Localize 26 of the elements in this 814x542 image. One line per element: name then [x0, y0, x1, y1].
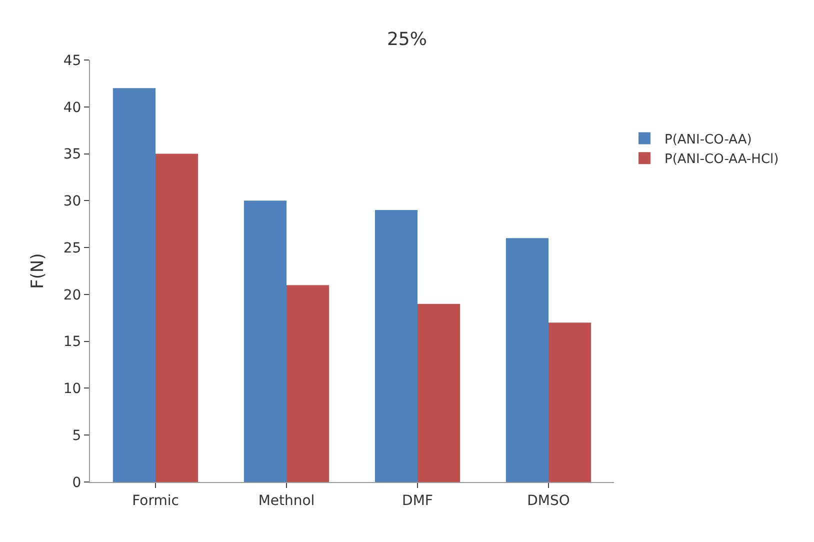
x-tick-label: DMSO: [527, 492, 570, 509]
bar: [112, 88, 156, 482]
y-tick-label: 45: [63, 52, 82, 69]
y-tick-label: 25: [63, 240, 82, 256]
x-tick-label: DMF: [402, 492, 433, 509]
legend-label: P(ANI-CO-AA-HCl): [664, 152, 779, 168]
bar: [156, 154, 198, 482]
legend-label: P(ANI-CO-AA): [664, 132, 752, 148]
chart-title: 25%: [386, 29, 428, 50]
x-tick-label: Methnol: [258, 492, 315, 509]
y-tick-label: 5: [72, 428, 82, 444]
x-tick-label: Formic: [132, 492, 179, 509]
y-axis-title: F(N): [28, 253, 48, 289]
y-tick-label: 20: [63, 287, 82, 304]
bar: [506, 238, 548, 482]
bar: [244, 200, 286, 482]
y-tick-label: 30: [63, 194, 82, 210]
y-tick-label: 10: [63, 381, 82, 398]
bar: [286, 285, 330, 482]
bar: [548, 322, 592, 482]
y-tick-label: 0: [72, 474, 82, 491]
bar: [418, 304, 460, 482]
y-tick-label: 15: [63, 334, 82, 350]
y-tick-label: 35: [63, 146, 82, 163]
bar: [374, 210, 418, 482]
y-tick-label: 40: [63, 100, 82, 116]
